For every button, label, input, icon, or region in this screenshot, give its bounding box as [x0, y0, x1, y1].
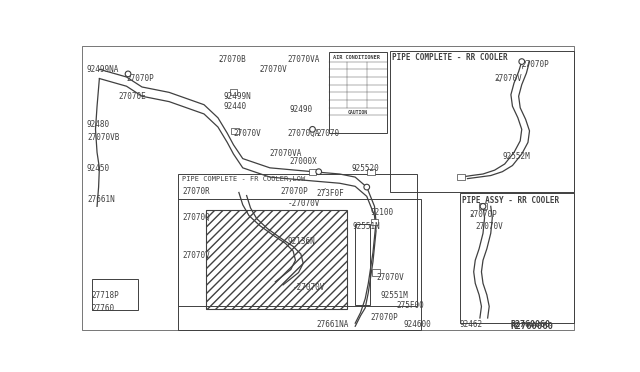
Bar [92, 279, 138, 310]
Text: R2760060: R2760060 [510, 322, 553, 331]
Text: 92499NA: 92499NA [87, 65, 119, 74]
Text: 92440: 92440 [223, 102, 246, 110]
Bar [231, 128, 239, 134]
Bar [329, 52, 387, 133]
Text: 27000X: 27000X [289, 157, 317, 166]
Text: PIPE COMPLETE - FR COOLER,LOW: PIPE COMPLETE - FR COOLER,LOW [182, 176, 305, 182]
Text: 27070B: 27070B [218, 55, 246, 64]
Circle shape [364, 185, 369, 190]
Circle shape [519, 59, 524, 64]
Circle shape [317, 170, 320, 173]
Text: 27070P: 27070P [522, 60, 550, 69]
Text: 27070P: 27070P [280, 187, 308, 196]
Text: PIPE ASSY - RR COOLER: PIPE ASSY - RR COOLER [462, 196, 559, 205]
Circle shape [365, 186, 368, 189]
Text: 27070V: 27070V [234, 129, 261, 138]
Text: 27070P: 27070P [469, 210, 497, 219]
Text: 92480: 92480 [87, 120, 110, 129]
Text: 27070V: 27070V [376, 273, 404, 282]
Bar [179, 174, 417, 307]
Bar [179, 199, 421, 330]
Bar [479, 203, 487, 209]
Circle shape [310, 126, 316, 132]
Text: 27661NA: 27661NA [316, 320, 349, 328]
Text: 27070QA: 27070QA [288, 129, 320, 138]
Bar [458, 174, 465, 180]
Text: 92551M: 92551M [381, 291, 408, 300]
Text: -27070V: -27070V [288, 199, 320, 208]
Text: 275F00: 275F00 [396, 301, 424, 310]
Text: 925520: 925520 [351, 164, 379, 173]
Circle shape [311, 128, 314, 131]
Text: -27070V: -27070V [293, 283, 326, 292]
Text: PIPE COMPLETE - RR COOLER: PIPE COMPLETE - RR COOLER [392, 53, 508, 62]
Text: 27760: 27760 [92, 304, 115, 313]
Circle shape [125, 71, 131, 77]
Bar [308, 169, 316, 175]
Bar [355, 224, 370, 305]
Text: 273F0F: 273F0F [316, 189, 344, 198]
Text: 924600: 924600 [404, 320, 432, 329]
Text: 27070R: 27070R [182, 187, 210, 196]
Text: 27070V: 27070V [182, 251, 210, 260]
Text: 92136N: 92136N [288, 237, 316, 246]
Text: 27070V: 27070V [476, 222, 503, 231]
Bar [367, 169, 374, 175]
Text: 27070: 27070 [316, 129, 339, 138]
Text: 92490: 92490 [289, 105, 312, 114]
Circle shape [316, 169, 321, 174]
Bar [372, 269, 380, 276]
Text: 27070VA: 27070VA [288, 55, 320, 64]
Text: 27070Q: 27070Q [182, 212, 210, 221]
Text: 27070VA: 27070VA [270, 148, 302, 158]
Bar [460, 193, 573, 323]
Text: 92462: 92462 [460, 320, 483, 329]
Text: 92100: 92100 [371, 208, 394, 217]
Text: 27070V: 27070V [260, 65, 287, 74]
Bar [390, 51, 573, 192]
Text: 92499N: 92499N [223, 92, 251, 102]
Text: 27070P: 27070P [371, 312, 398, 322]
Text: 27070VB: 27070VB [87, 133, 119, 142]
Circle shape [480, 203, 486, 209]
Text: 92551N: 92551N [353, 222, 381, 231]
Bar [230, 89, 237, 96]
Text: 92552M: 92552M [502, 153, 530, 161]
Text: R2760060: R2760060 [510, 320, 550, 329]
Bar [205, 210, 347, 309]
Bar [371, 219, 378, 225]
Text: 27070E: 27070E [119, 92, 147, 102]
Circle shape [127, 73, 130, 76]
Text: CAUTION: CAUTION [348, 110, 367, 115]
Text: 27070P: 27070P [127, 74, 154, 83]
Text: 27661N: 27661N [87, 195, 115, 204]
Text: 27070V: 27070V [495, 74, 522, 83]
Circle shape [481, 205, 484, 208]
Text: 92450: 92450 [87, 164, 110, 173]
Text: 27718P: 27718P [92, 291, 120, 300]
Text: AIR CONDITIONER: AIR CONDITIONER [333, 55, 380, 60]
Circle shape [520, 60, 524, 63]
